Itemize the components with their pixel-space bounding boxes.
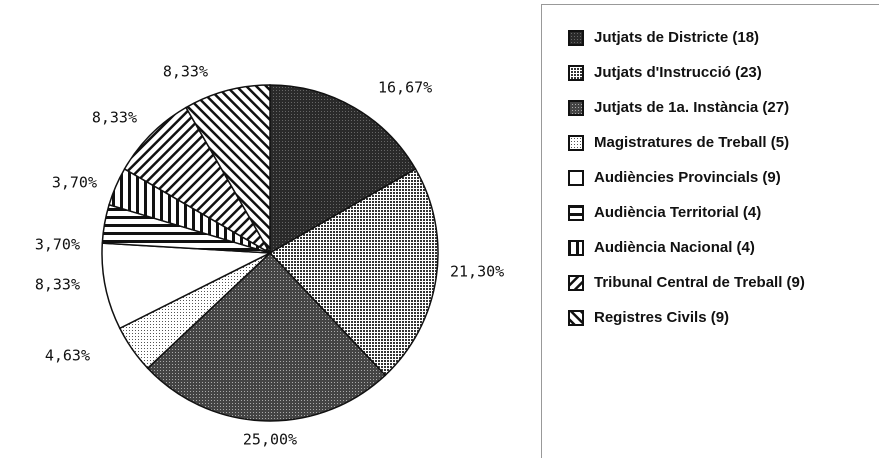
legend-swatch (568, 135, 584, 151)
legend-item: Jutjats de 1a. Instància (27) (568, 97, 879, 118)
legend-label: Jutjats d'Instrucció (23) (594, 64, 762, 81)
data-label: 21,30% (450, 263, 504, 281)
legend-swatch (568, 205, 584, 221)
legend-item: Audiència Territorial (4) (568, 202, 879, 223)
data-label: 16,67% (378, 79, 432, 97)
legend-swatch (568, 170, 584, 186)
chart: 16,67% 21,30% 25,00% 4,63% 8,33% 3,70% 3,70% 8,… (35, 63, 504, 449)
legend-item: Jutjats de Districte (18) (568, 27, 879, 48)
pie-slice (123, 106, 273, 256)
pie-slice (269, 84, 417, 255)
legend-label: Magistratures de Treball (5) (594, 134, 790, 151)
legend-label: Audiències Provincials (9) (594, 169, 781, 186)
legend-item: Registres Civils (9) (568, 307, 879, 328)
legend-swatch (568, 65, 584, 81)
data-label: 3,70% (52, 174, 97, 192)
legend-swatch (568, 240, 584, 256)
legend-swatch (568, 30, 584, 46)
legend-swatch-box (568, 65, 584, 81)
pie-slice (268, 168, 439, 377)
pie-slice (101, 242, 273, 330)
legend-label: Jutjats de 1a. Instància (27) (594, 99, 790, 116)
legend-swatch-box (568, 100, 584, 116)
data-label: 25,00% (243, 431, 297, 449)
legend-label: Audiència Nacional (4) (594, 239, 755, 256)
data-label: 3,70% (35, 236, 80, 254)
legend-item: Tribunal Central de Treball (9) (568, 272, 879, 293)
legend-label: Jutjats de Districte (18) (594, 29, 760, 46)
legend-swatch-box (568, 30, 584, 46)
pie-slice (184, 84, 271, 256)
legend-item: Magistratures de Treball (5) (568, 132, 879, 153)
data-label: 8,33% (35, 276, 80, 294)
legend-swatch (568, 310, 584, 326)
legend-swatch-box (568, 170, 584, 186)
legend-swatch (568, 275, 584, 291)
legend: Jutjats de Districte (18) Jutjats d'Instr… (541, 4, 879, 458)
legend-swatch-box (568, 205, 584, 221)
legend-label: Audiència Territorial (4) (594, 204, 762, 221)
legend-swatch-box (568, 135, 584, 151)
legend-label: Tribunal Central de Treball (9) (594, 274, 805, 291)
legend-label: Registres Civils (9) (594, 309, 730, 326)
legend-item: Audiències Provincials (9) (568, 167, 879, 188)
legend-item: Jutjats d'Instrucció (23) (568, 62, 879, 83)
legend-swatch-box (568, 275, 584, 291)
pie-slice (146, 251, 387, 422)
legend-swatch-box (568, 310, 584, 326)
data-label: 8,33% (92, 109, 137, 127)
legend-item: Audiència Nacional (4) (568, 237, 879, 258)
data-label: 4,63% (45, 347, 90, 365)
data-label: 8,33% (163, 63, 208, 81)
legend-swatch-box (568, 240, 584, 256)
legend-swatch (568, 100, 584, 116)
